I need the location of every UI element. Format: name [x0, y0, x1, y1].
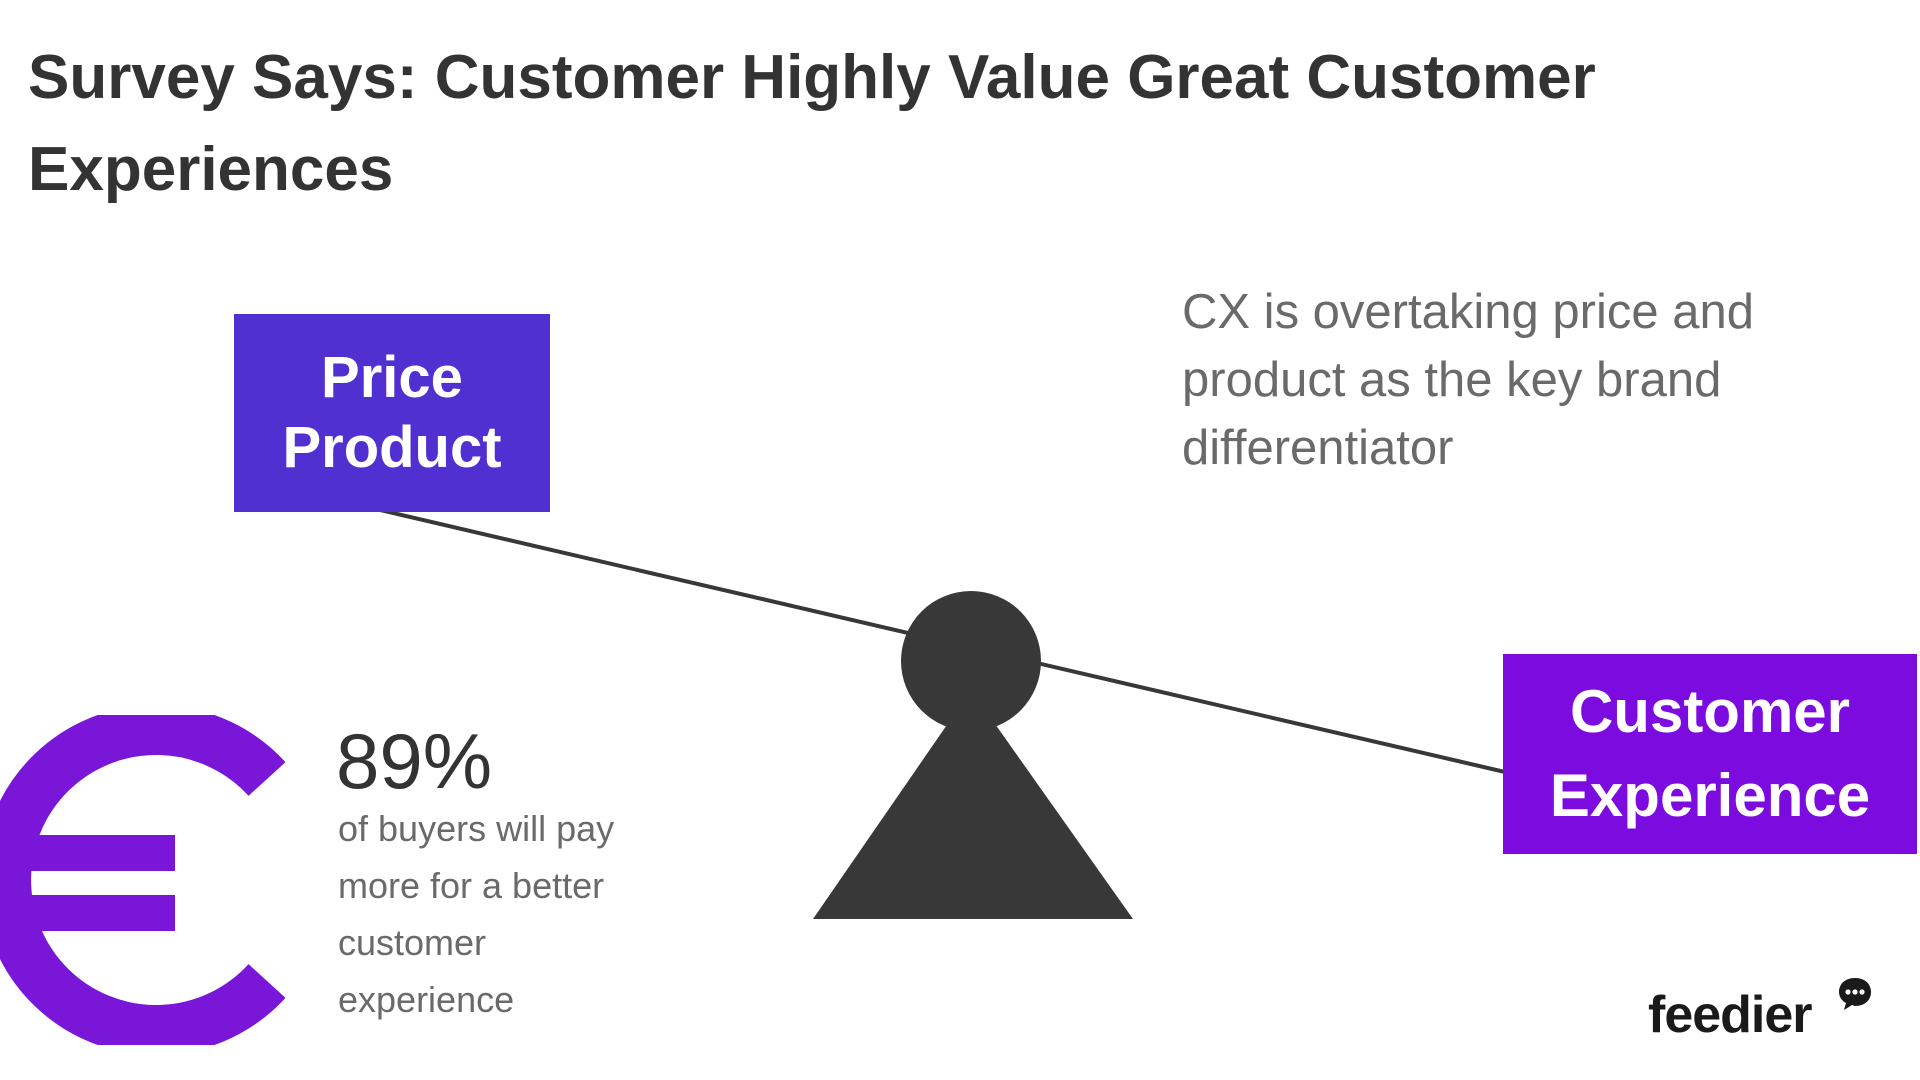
euro-icon — [0, 715, 286, 1045]
stat-percentage: 89% — [336, 717, 493, 805]
customer-experience-box: Customer Experience — [1503, 654, 1917, 854]
price-product-box: Price Product — [234, 314, 550, 512]
price-label: Price — [321, 345, 463, 410]
stat-description: of buyers will pay more for a better cus… — [338, 808, 615, 1020]
page-title: Survey Says: Customer Highly Value Great… — [28, 43, 1596, 204]
chat-bubble-icon — [1839, 978, 1871, 1010]
feedier-logo: feedier — [1648, 986, 1813, 1044]
experience-label: Experience — [1549, 762, 1871, 829]
customer-label: Customer — [1569, 678, 1851, 745]
cx-statement: CX is overtaking price and product as th… — [1182, 285, 1754, 475]
product-label: Product — [282, 415, 502, 480]
